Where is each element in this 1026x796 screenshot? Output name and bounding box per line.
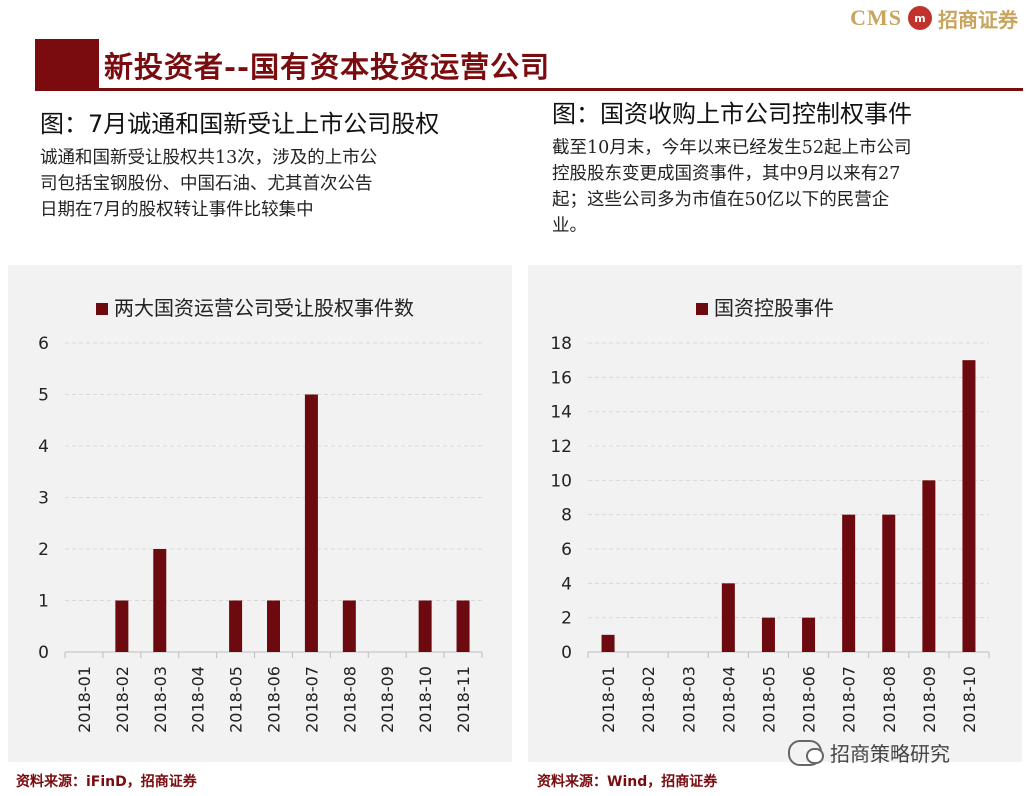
left-description: 诚通和国新受让股权共13次，涉及的上市公 司包括宝钢股份、中国石油、尤其首次公告… bbox=[40, 145, 490, 223]
legend-label: 两大国资运营公司受让股权事件数 bbox=[114, 296, 414, 320]
bar bbox=[456, 600, 470, 652]
legend-label: 国资控股事件 bbox=[714, 296, 834, 320]
bar bbox=[721, 583, 735, 652]
x-tick-label: 2018-09 bbox=[378, 666, 397, 733]
x-tick-label: 2018-03 bbox=[151, 666, 170, 733]
y-tick-label: 4 bbox=[561, 574, 572, 594]
x-tick-label: 2018-01 bbox=[75, 666, 94, 733]
bar bbox=[882, 514, 896, 652]
x-tick-label: 2018-10 bbox=[416, 666, 435, 733]
y-tick-label: 8 bbox=[561, 506, 572, 526]
wechat-icon bbox=[788, 739, 824, 766]
x-tick-label: 2018-08 bbox=[880, 666, 899, 733]
x-tick-label: 2018-06 bbox=[800, 666, 819, 733]
y-tick-label: 2 bbox=[38, 540, 49, 560]
bar bbox=[267, 600, 280, 652]
bar bbox=[601, 634, 615, 652]
left-figure-title: 图：7月诚通和国新受让上市公司股权 bbox=[40, 110, 440, 138]
y-tick-label: 0 bbox=[561, 643, 572, 663]
left-desc-line: 诚通和国新受让股权共13次，涉及的上市公 bbox=[40, 148, 378, 168]
chart-legend: 国资控股事件 bbox=[696, 296, 834, 320]
header-accent-block bbox=[35, 39, 99, 89]
x-tick-label: 2018-11 bbox=[454, 666, 473, 733]
right-desc-line: 截至10月末，今年以来已经发生52起上市公司 bbox=[552, 138, 912, 158]
bar bbox=[802, 617, 816, 652]
x-tick-label: 2018-05 bbox=[227, 666, 246, 733]
bar bbox=[418, 600, 432, 652]
left-desc-line: 日期在7月的股权转让事件比较集中 bbox=[40, 200, 314, 220]
bar bbox=[761, 617, 775, 652]
x-tick-label: 2018-04 bbox=[189, 666, 208, 733]
right-desc-line: 控股股东变更成国资事件，其中9月以来有27 bbox=[552, 164, 901, 184]
left-desc-line: 司包括宝钢股份、中国石油、尤其首次公告 bbox=[40, 174, 373, 194]
chart-legend: 两大国资运营公司受让股权事件数 bbox=[96, 296, 414, 320]
bar bbox=[342, 600, 356, 652]
y-tick-label: 4 bbox=[38, 437, 49, 457]
right-desc-line: 业。 bbox=[552, 216, 587, 236]
y-tick-label: 10 bbox=[550, 471, 572, 491]
header-divider bbox=[35, 88, 1023, 91]
bar bbox=[115, 600, 129, 652]
left-source-note: 资料来源：iFinD，招商证券 bbox=[16, 774, 197, 790]
left-chart-panel: 两大国资运营公司受让股权事件数 0 1 2 3 4 5 6 2018-01 2018-02 2018… bbox=[8, 265, 512, 762]
x-tick-label: 2018-09 bbox=[920, 666, 939, 733]
y-tick-label: 1 bbox=[38, 592, 49, 612]
x-tick-label: 2018-10 bbox=[960, 666, 979, 733]
bar bbox=[229, 600, 243, 652]
legend-swatch bbox=[96, 303, 108, 315]
legend-swatch bbox=[696, 303, 708, 315]
right-desc-line: 起；这些公司多为市值在50亿以下的民营企 bbox=[552, 190, 890, 210]
page-title: 新投资者--国有资本投资运营公司 bbox=[104, 50, 551, 84]
bar bbox=[922, 480, 936, 652]
y-tick-label: 18 bbox=[550, 334, 572, 354]
bar bbox=[842, 514, 856, 652]
y-tick-label: 12 bbox=[550, 437, 572, 457]
y-tick-label: 2 bbox=[561, 609, 572, 629]
watermark-text: 招商策略研究 bbox=[830, 742, 950, 766]
x-tick-label: 2018-04 bbox=[719, 666, 738, 733]
logo-badge-icon: m bbox=[908, 6, 932, 30]
y-tick-label: 6 bbox=[561, 540, 572, 560]
right-source-note: 资料来源：Wind，招商证券 bbox=[537, 774, 718, 790]
right-description: 截至10月末，今年以来已经发生52起上市公司 控股股东变更成国资事件，其中9月以… bbox=[552, 135, 1017, 239]
bar bbox=[304, 394, 318, 652]
right-bar-chart: 国资控股事件 0 2 4 6 8 10 12 14 16 18 2018-01 2018-02 2018-… bbox=[550, 296, 990, 733]
right-chart-panel: 国资控股事件 0 2 4 6 8 10 12 14 16 18 2018-01 2018-02 2018-… bbox=[528, 265, 1022, 762]
logo-cms-text: CMS bbox=[850, 5, 902, 30]
left-bar-chart: 两大国资运营公司受让股权事件数 0 1 2 3 4 5 6 2018-01 2018-02 2018… bbox=[38, 296, 483, 733]
bar bbox=[153, 549, 167, 652]
y-tick-label: 0 bbox=[38, 643, 49, 663]
y-tick-label: 6 bbox=[38, 334, 49, 354]
x-tick-label: 2018-07 bbox=[840, 666, 859, 733]
x-tick-label: 2018-02 bbox=[639, 666, 658, 733]
company-logo: CMS m 招商证券 bbox=[850, 4, 1018, 32]
bar bbox=[962, 360, 976, 652]
y-tick-label: 5 bbox=[38, 386, 49, 406]
logo-company-name: 招商证券 bbox=[938, 7, 1018, 32]
y-tick-label: 3 bbox=[38, 489, 49, 509]
right-figure-title: 图：国资收购上市公司控制权事件 bbox=[552, 100, 912, 128]
y-tick-label: 14 bbox=[550, 403, 572, 423]
x-tick-label: 2018-02 bbox=[113, 666, 132, 733]
x-tick-label: 2018-06 bbox=[265, 666, 284, 733]
x-tick-label: 2018-08 bbox=[340, 666, 359, 733]
x-tick-label: 2018-03 bbox=[679, 666, 698, 733]
wechat-watermark: 招商策略研究 bbox=[788, 738, 950, 767]
x-tick-label: 2018-05 bbox=[759, 666, 778, 733]
y-tick-label: 16 bbox=[550, 368, 572, 388]
x-tick-label: 2018-07 bbox=[302, 666, 321, 733]
x-tick-label: 2018-01 bbox=[599, 666, 618, 733]
